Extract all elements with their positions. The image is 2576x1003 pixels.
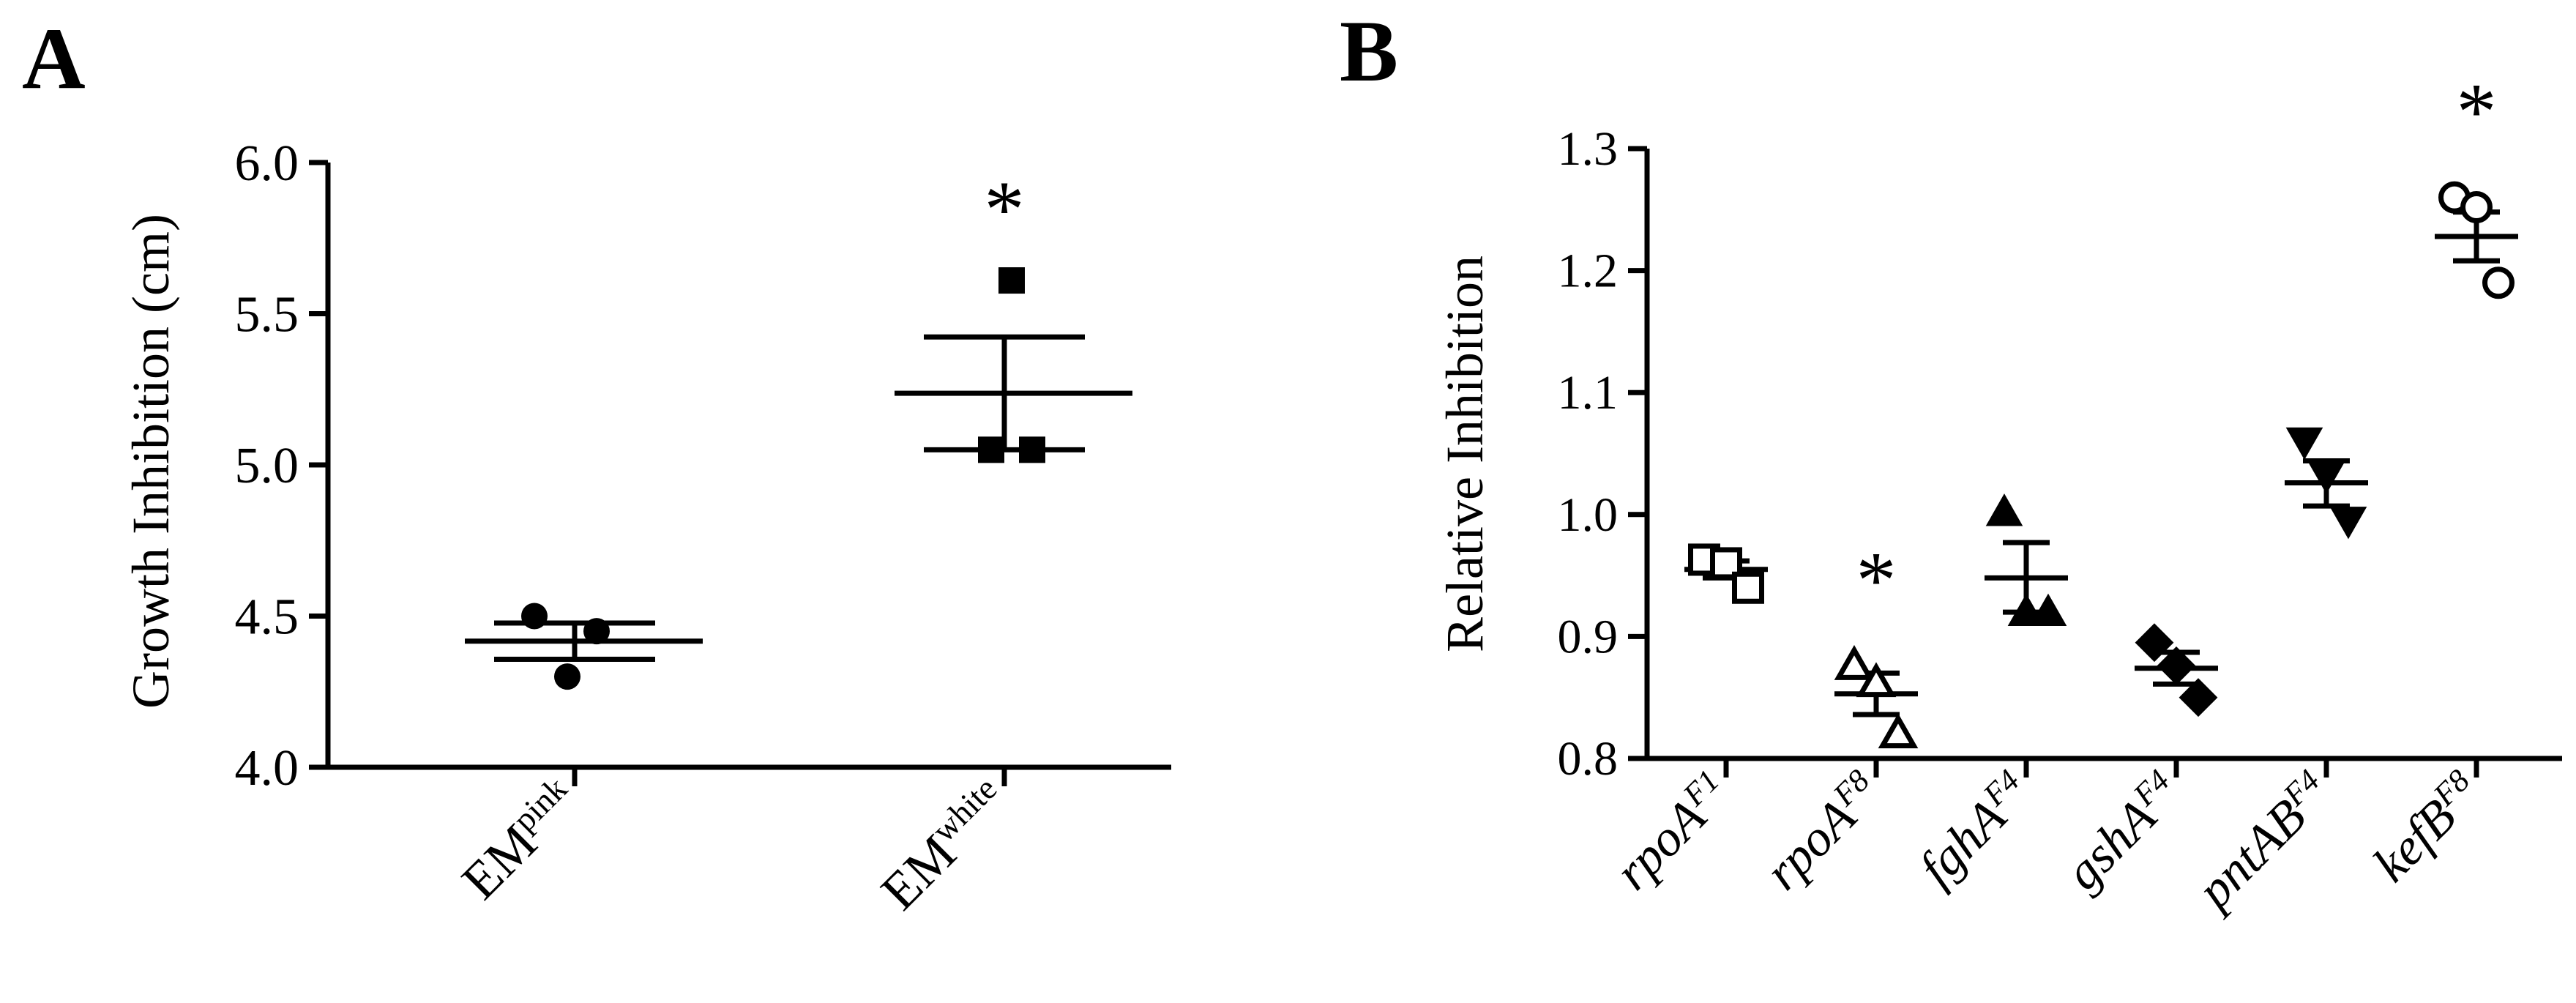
undefined-y-tick-label: 0.9 (1558, 610, 1619, 663)
undefined-y-tick-label: 1.1 (1558, 366, 1619, 420)
undefined-data-point (1834, 645, 1875, 680)
undefined-data-point (1878, 713, 1919, 749)
undefined-data-point (2135, 623, 2174, 663)
undefined-x-tick-label: gshAF4 (2054, 763, 2192, 901)
panel-b-chart: 0.8 0.9 1.0 1.1 1.2 1.3 rpoAF1rpoAF8fghAF4gshA… (1558, 67, 2562, 922)
undefined-x-tick-label: pntABF4 (2184, 763, 2342, 921)
panel-b-label: B (1340, 2, 1398, 100)
panel-a-data-point (1019, 436, 1045, 463)
panel-a-x-tick-label: EMpink (449, 769, 591, 911)
panel-a-chart: 4.0 4.5 5.0 5.5 6.0 EMpink EMwhite * (235, 135, 1171, 921)
panel-a-y-tick-label: 4.5 (235, 589, 299, 646)
panel-a-data-point (583, 618, 610, 645)
undefined-data-point (2157, 646, 2196, 685)
undefined-data-point (2460, 190, 2493, 223)
undefined-significance-label: * (1856, 535, 1897, 624)
undefined-x-tick-label: rpoAF8 (1754, 763, 1892, 901)
undefined-data-point (1985, 493, 2023, 526)
undefined-y-tick-label: 0.8 (1558, 732, 1619, 786)
panel-a-significance-label: * (985, 165, 1025, 254)
undefined-x-tick-label: kefBF8 (2362, 763, 2492, 892)
panel-a-label: A (22, 10, 86, 107)
undefined-x-tick-label: rpoAF1 (1604, 763, 1741, 901)
undefined-data-point (2329, 507, 2367, 540)
panel-a-data-point (554, 663, 580, 690)
panel-a-y-axis-title: Growth Inhibition (cm) (122, 214, 180, 709)
panel-a-x-tick-label: EMwhite (868, 769, 1020, 921)
undefined-data-point (2179, 678, 2218, 717)
panel-a-data-point (521, 603, 548, 630)
undefined-data-point (2482, 266, 2515, 299)
panel-a-y-tick-label: 5.0 (235, 438, 299, 494)
panel-a-y-tick-label: 4.0 (235, 740, 299, 797)
undefined-y-tick-label: 1.0 (1558, 488, 1619, 542)
undefined-y-tick-label: 1.2 (1558, 245, 1619, 298)
panel-a-data-point (998, 267, 1025, 294)
panel-a-data-point (978, 436, 1004, 463)
undefined-data-point (1732, 571, 1764, 604)
panel-a-y-tick-label: 6.0 (235, 135, 299, 192)
undefined-data-point (2307, 461, 2345, 494)
undefined-data-point (2029, 593, 2067, 627)
undefined-x-tick-label: fghAF4 (1908, 763, 2042, 897)
panel-b-y-axis-title: Relative Inhibition (1436, 256, 1494, 652)
undefined-significance-label: * (2457, 67, 2497, 157)
undefined-y-tick-label: 1.3 (1558, 122, 1619, 176)
undefined-data-point (2285, 427, 2323, 461)
panel-a-y-tick-label: 5.5 (235, 287, 299, 343)
undefined-data-point (1856, 662, 1897, 698)
